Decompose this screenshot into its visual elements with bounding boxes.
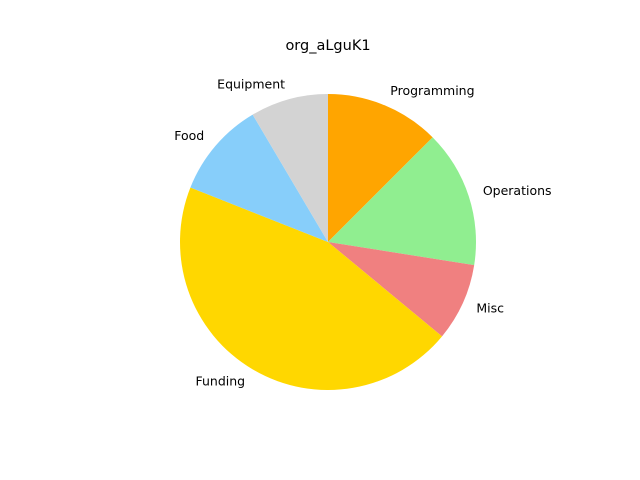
pie-label-operations: Operations (483, 183, 552, 198)
pie-label-equipment: Equipment (217, 76, 285, 91)
pie-label-funding: Funding (196, 374, 246, 389)
pie-label-food: Food (174, 128, 204, 143)
pie-label-misc: Misc (476, 300, 504, 315)
pie-slice-funding (180, 187, 443, 390)
pie-labels: Programming Operations Misc Funding Food Equi… (174, 76, 551, 388)
chart-title: org_aLguK1 (285, 38, 370, 54)
pie-slice-misc (328, 242, 475, 337)
pie-slice-programming (328, 94, 433, 242)
pie-label-programming: Programming (390, 83, 474, 98)
pie-slice-equipment (252, 94, 328, 242)
pie-slice-operations (328, 137, 477, 266)
pie-slices (180, 94, 477, 390)
pie-slice-food (190, 114, 328, 242)
